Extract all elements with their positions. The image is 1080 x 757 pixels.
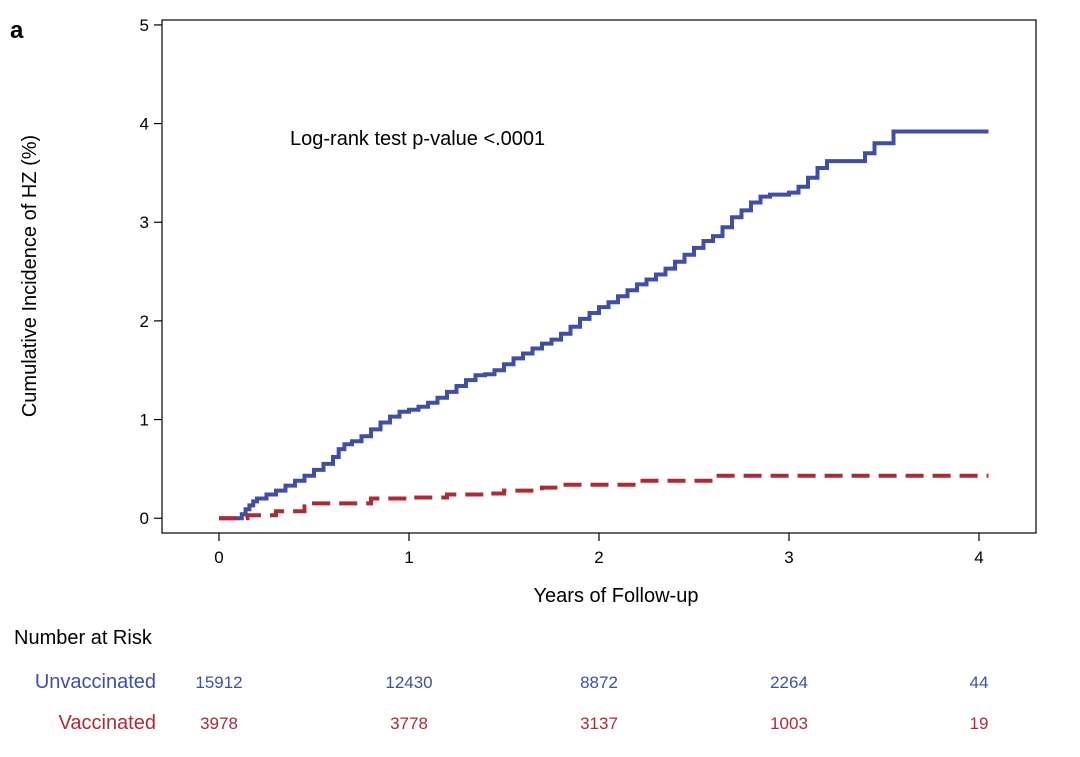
x-tick-label: 0: [214, 548, 223, 567]
risk-count: 12430: [385, 673, 432, 692]
y-tick-label: 5: [140, 16, 149, 35]
number-at-risk-table: Unvaccinated 15912 12430 8872 2264 44 Vaccinat…: [35, 671, 989, 734]
series-line-unvaccinated: [219, 129, 989, 521]
y-tick-label: 1: [140, 411, 149, 430]
log-rank-annotation: Log-rank test p-value <.0001: [290, 128, 545, 150]
risk-count: 15912: [195, 673, 242, 692]
x-tick-label: 1: [404, 548, 413, 567]
x-tick-label: 2: [594, 548, 603, 567]
x-tick-label: 4: [974, 548, 983, 567]
risk-count: 2264: [770, 673, 808, 692]
y-tick-label: 4: [140, 115, 149, 134]
panel-label: a: [10, 17, 24, 44]
number-at-risk-title: Number at Risk: [14, 627, 153, 649]
x-axis: 0 1 2 3 4: [214, 533, 984, 567]
risk-count: 8872: [580, 673, 618, 692]
risk-count: 3778: [390, 714, 428, 733]
plot-frame: [161, 19, 1037, 534]
y-tick-label: 0: [140, 509, 149, 528]
risk-count: 3978: [200, 714, 238, 733]
y-axis-title: Cumulative Incidence of HZ (%): [19, 135, 41, 417]
y-tick-label: 3: [140, 213, 149, 232]
risk-count: 1003: [770, 714, 808, 733]
risk-count: 19: [970, 714, 989, 733]
y-axis: 0 1 2 3 4 5: [140, 16, 162, 528]
risk-count: 3137: [580, 714, 618, 733]
risk-count: 44: [970, 673, 989, 692]
x-axis-title: Years of Follow-up: [534, 585, 699, 607]
x-tick-label: 3: [784, 548, 793, 567]
y-tick-label: 2: [140, 312, 149, 331]
series-line-vaccinated: [219, 473, 989, 521]
risk-row-label-vaccinated: Vaccinated: [59, 712, 156, 734]
risk-row-label-unvaccinated: Unvaccinated: [35, 671, 156, 693]
series-layer: [219, 129, 989, 521]
